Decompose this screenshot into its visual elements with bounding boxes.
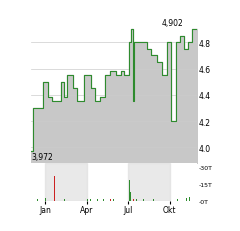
Bar	[110, 199, 111, 201]
Bar	[37, 199, 38, 201]
Bar	[128, 192, 129, 201]
Bar	[41, 198, 42, 201]
Bar	[103, 199, 104, 201]
Bar	[90, 199, 91, 201]
Bar	[192, 199, 193, 201]
Text: 4,902: 4,902	[161, 19, 183, 28]
Bar	[45, 163, 87, 201]
Bar	[128, 163, 170, 201]
Text: 3,972: 3,972	[32, 152, 54, 161]
Bar	[45, 198, 46, 201]
Bar	[177, 199, 178, 201]
Bar	[54, 176, 55, 201]
Bar	[87, 199, 88, 201]
Bar	[136, 199, 137, 201]
Bar	[189, 198, 190, 201]
Bar	[133, 199, 134, 201]
Bar	[113, 199, 114, 201]
Bar	[143, 199, 144, 201]
Bar	[64, 199, 65, 201]
Bar	[130, 187, 131, 201]
Bar	[153, 199, 154, 201]
Bar	[129, 180, 130, 201]
